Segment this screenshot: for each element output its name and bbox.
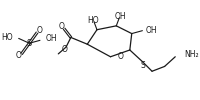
Text: O: O — [16, 51, 22, 60]
Text: HO: HO — [1, 33, 13, 42]
Text: O: O — [58, 22, 64, 31]
Text: OH: OH — [114, 12, 125, 21]
Text: OH: OH — [145, 26, 156, 35]
Text: OH: OH — [46, 34, 57, 43]
Text: S: S — [27, 39, 32, 48]
Text: S: S — [140, 61, 145, 70]
Text: HO: HO — [87, 16, 98, 24]
Text: NH₂: NH₂ — [183, 50, 198, 59]
Text: O: O — [117, 52, 122, 61]
Text: O: O — [37, 26, 43, 35]
Text: O: O — [61, 46, 67, 54]
